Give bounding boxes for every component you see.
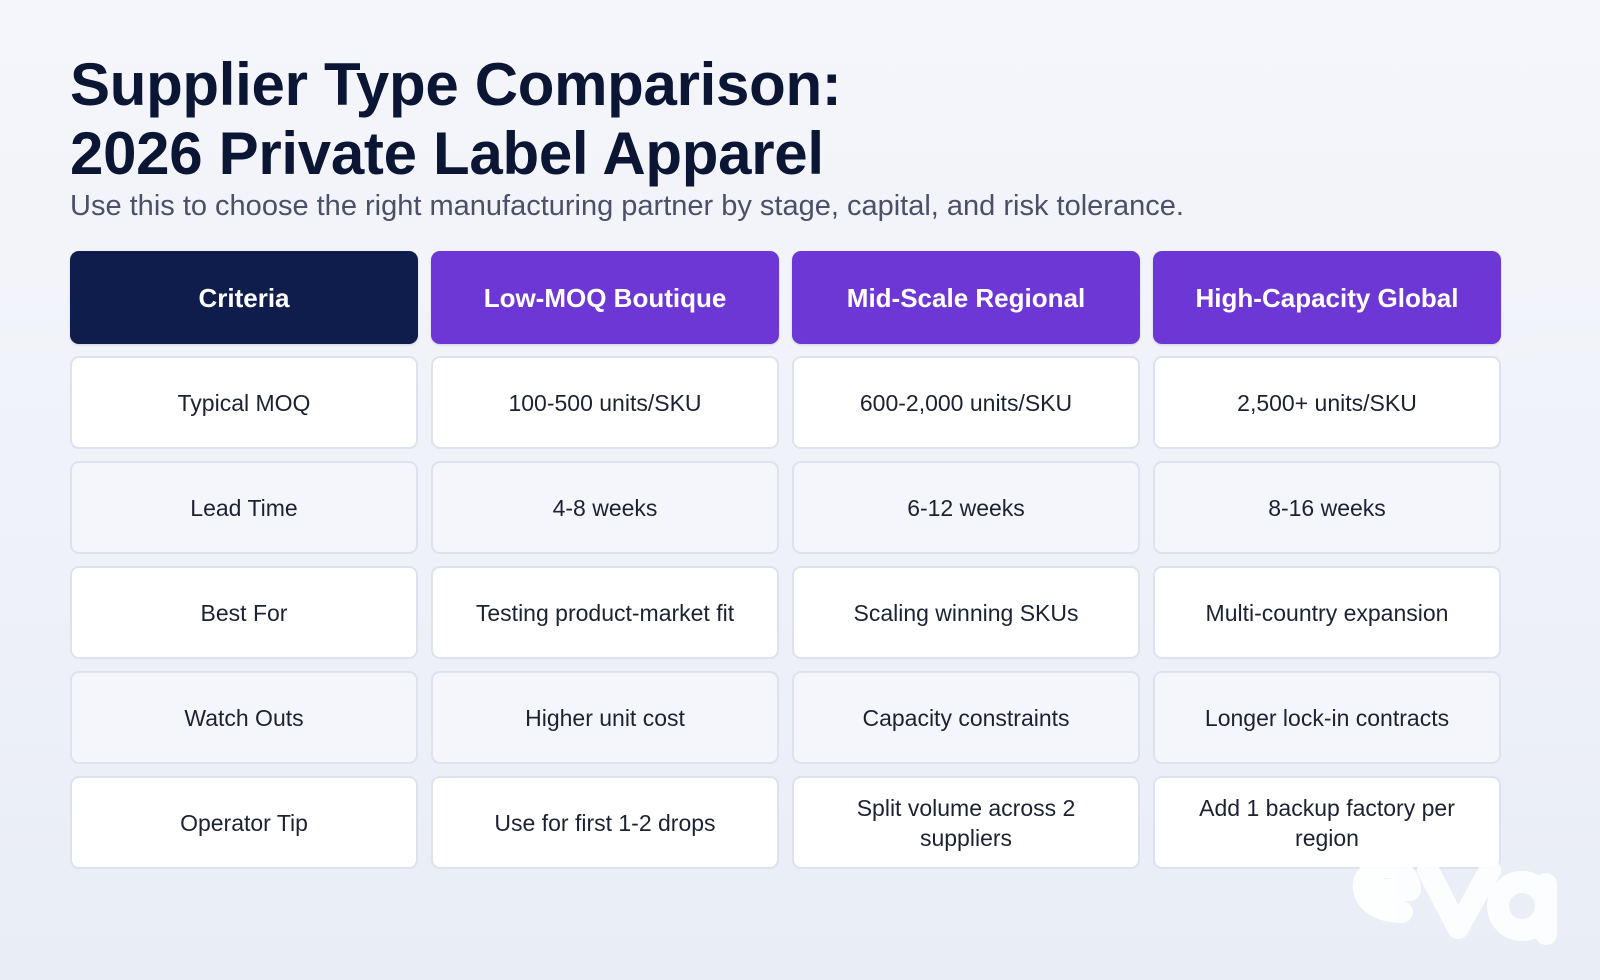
table-cell: Add 1 backup factory per region <box>1153 776 1501 869</box>
row-label-operator-tip: Operator Tip <box>70 776 418 869</box>
row-label-watch-outs: Watch Outs <box>70 671 418 764</box>
table-cell: 100-500 units/SKU <box>431 356 779 449</box>
table-cell: Use for first 1-2 drops <box>431 776 779 869</box>
comparison-table: Criteria Low-MOQ Boutique Mid-Scale Regi… <box>70 251 1501 869</box>
page-header: Supplier Type Comparison: 2026 Private L… <box>70 50 1530 224</box>
table-cell: 4-8 weeks <box>431 461 779 554</box>
eva-logo-icon <box>1353 856 1557 945</box>
table-cell: Capacity constraints <box>792 671 1140 764</box>
table-cell: 6-12 weeks <box>792 461 1140 554</box>
header-high-capacity-global: High-Capacity Global <box>1153 251 1501 344</box>
title-line-1: Supplier Type Comparison: <box>70 51 842 118</box>
table-cell: 2,500+ units/SKU <box>1153 356 1501 449</box>
title-line-2: 2026 Private Label Apparel <box>70 120 824 187</box>
row-label-best-for: Best For <box>70 566 418 659</box>
row-label-lead-time: Lead Time <box>70 461 418 554</box>
table-cell: 8-16 weeks <box>1153 461 1501 554</box>
page-title: Supplier Type Comparison: 2026 Private L… <box>70 50 1530 188</box>
table-cell: Higher unit cost <box>431 671 779 764</box>
table-cell: Scaling winning SKUs <box>792 566 1140 659</box>
page-subtitle: Use this to choose the right manufacturi… <box>70 190 1184 222</box>
header-low-moq-boutique: Low-MOQ Boutique <box>431 251 779 344</box>
table-cell: Split volume across 2 suppliers <box>792 776 1140 869</box>
header-mid-scale-regional: Mid-Scale Regional <box>792 251 1140 344</box>
table-cell: Multi-country expansion <box>1153 566 1501 659</box>
table-cell: Longer lock-in contracts <box>1153 671 1501 764</box>
table-cell: 600-2,000 units/SKU <box>792 356 1140 449</box>
table-cell: Testing product-market fit <box>431 566 779 659</box>
header-criteria: Criteria <box>70 251 418 344</box>
row-label-typical-moq: Typical MOQ <box>70 356 418 449</box>
